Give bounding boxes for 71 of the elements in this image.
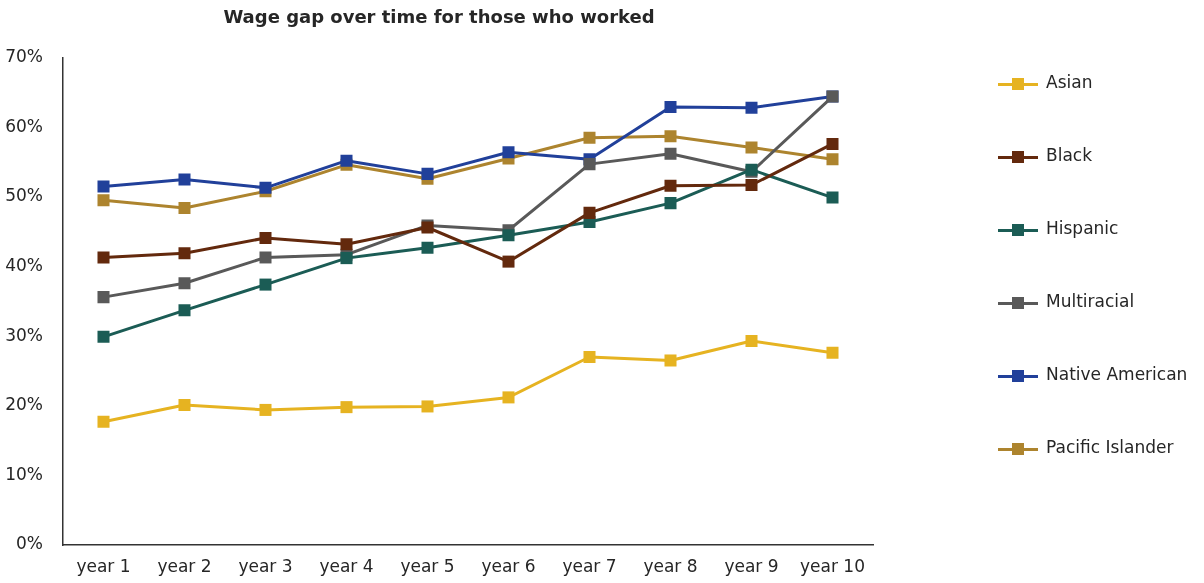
point bbox=[421, 167, 434, 180]
y-tick-label: 70% bbox=[5, 46, 43, 67]
y-tick-label: 60% bbox=[5, 115, 43, 136]
point bbox=[97, 251, 110, 264]
point bbox=[826, 137, 839, 150]
x-tick-label: year 7 bbox=[562, 555, 617, 576]
point bbox=[178, 304, 191, 317]
point bbox=[178, 173, 191, 186]
point bbox=[340, 252, 353, 265]
point bbox=[178, 277, 191, 290]
point bbox=[502, 391, 515, 404]
point bbox=[664, 354, 677, 367]
point bbox=[826, 191, 839, 204]
x-tick-label: year 6 bbox=[481, 555, 536, 576]
point bbox=[340, 238, 353, 251]
point bbox=[664, 179, 677, 192]
point bbox=[421, 241, 434, 254]
point bbox=[178, 247, 191, 260]
x-tick-label: year 8 bbox=[643, 555, 698, 576]
x-tick-label: year 3 bbox=[238, 555, 293, 576]
legend-label: Pacific Islander bbox=[1046, 437, 1174, 458]
point bbox=[340, 154, 353, 167]
point bbox=[664, 197, 677, 210]
y-tick-label: 0% bbox=[16, 533, 43, 554]
point bbox=[502, 146, 515, 159]
point bbox=[502, 229, 515, 242]
legend-label: Black bbox=[1046, 145, 1093, 166]
point bbox=[97, 415, 110, 428]
point bbox=[583, 206, 596, 219]
point bbox=[97, 194, 110, 207]
legend-label: Multiracial bbox=[1046, 291, 1135, 312]
point bbox=[745, 334, 758, 347]
legend-label: Asian bbox=[1046, 72, 1093, 93]
chart-title: Wage gap over time for those who worked bbox=[223, 6, 655, 28]
x-tick-label: year 4 bbox=[319, 555, 374, 576]
point bbox=[259, 403, 272, 416]
point bbox=[259, 278, 272, 291]
legend-label: Hispanic bbox=[1046, 218, 1119, 239]
legend-label: Native American bbox=[1046, 364, 1188, 385]
point bbox=[826, 153, 839, 166]
point bbox=[664, 101, 677, 114]
y-tick-label: 10% bbox=[5, 463, 43, 484]
point bbox=[502, 255, 515, 268]
point bbox=[97, 180, 110, 193]
y-tick-label: 50% bbox=[5, 185, 43, 206]
point bbox=[583, 131, 596, 144]
point bbox=[664, 147, 677, 160]
x-tick-label: year 5 bbox=[400, 555, 455, 576]
x-tick-label: year 10 bbox=[800, 555, 865, 576]
y-tick-label: 20% bbox=[5, 394, 43, 415]
point bbox=[259, 231, 272, 244]
point bbox=[97, 330, 110, 343]
y-tick-label: 30% bbox=[5, 324, 43, 345]
y-tick-label: 40% bbox=[5, 254, 43, 275]
point bbox=[583, 350, 596, 364]
point bbox=[259, 181, 272, 194]
point bbox=[745, 101, 758, 114]
point bbox=[664, 130, 677, 143]
x-tick-label: year 2 bbox=[157, 555, 212, 576]
point bbox=[178, 201, 191, 215]
x-tick-label: year 1 bbox=[76, 555, 131, 576]
point bbox=[583, 158, 596, 171]
point bbox=[826, 346, 839, 359]
point bbox=[178, 399, 191, 412]
point bbox=[97, 291, 110, 304]
x-tick-label: year 9 bbox=[724, 555, 779, 576]
point bbox=[745, 141, 758, 154]
point bbox=[421, 400, 434, 413]
point bbox=[259, 251, 272, 264]
point bbox=[340, 401, 353, 414]
point bbox=[745, 179, 758, 192]
